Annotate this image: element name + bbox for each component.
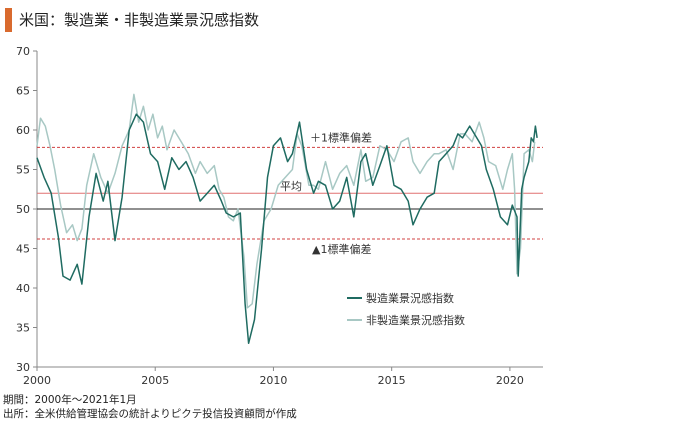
y-tick-label: 45 <box>16 243 30 256</box>
x-tick-label: 2010 <box>259 374 287 387</box>
chart-title: 米国：製造業・非製造業景況感指数 <box>19 11 260 29</box>
x-tick-label: 2015 <box>378 374 406 387</box>
y-tick-label: 60 <box>16 124 30 137</box>
period-note: 期間：2000年～2021年1月 <box>3 394 137 406</box>
y-tick-label: 65 <box>16 85 30 98</box>
series-line-0 <box>36 113 538 345</box>
reference-line-label: ▲1標準偏差 <box>312 242 371 256</box>
series-line-1 <box>36 93 536 309</box>
y-tick-label: 55 <box>16 164 30 177</box>
source-note: 出所：全米供給管理協会の統計よりピクテ投信投資顧問が作成 <box>3 408 297 420</box>
y-tick-label: 50 <box>16 203 30 216</box>
x-tick-label: 2005 <box>141 374 169 387</box>
title-accent-bar <box>5 8 12 32</box>
y-tick-label: 70 <box>16 45 30 58</box>
reference-line-label: 平均 <box>280 180 302 193</box>
y-tick-label: 35 <box>16 322 30 335</box>
x-tick-label: 2000 <box>23 374 51 387</box>
x-tick-label: 2020 <box>496 374 524 387</box>
legend-label-0: 製造業景況感指数 <box>366 291 454 305</box>
reference-line-label: ＋1標準偏差 <box>310 130 372 144</box>
y-tick-label: 30 <box>16 361 30 374</box>
y-tick-label: 40 <box>16 282 30 295</box>
legend-label-1: 非製造業景況感指数 <box>366 313 465 327</box>
